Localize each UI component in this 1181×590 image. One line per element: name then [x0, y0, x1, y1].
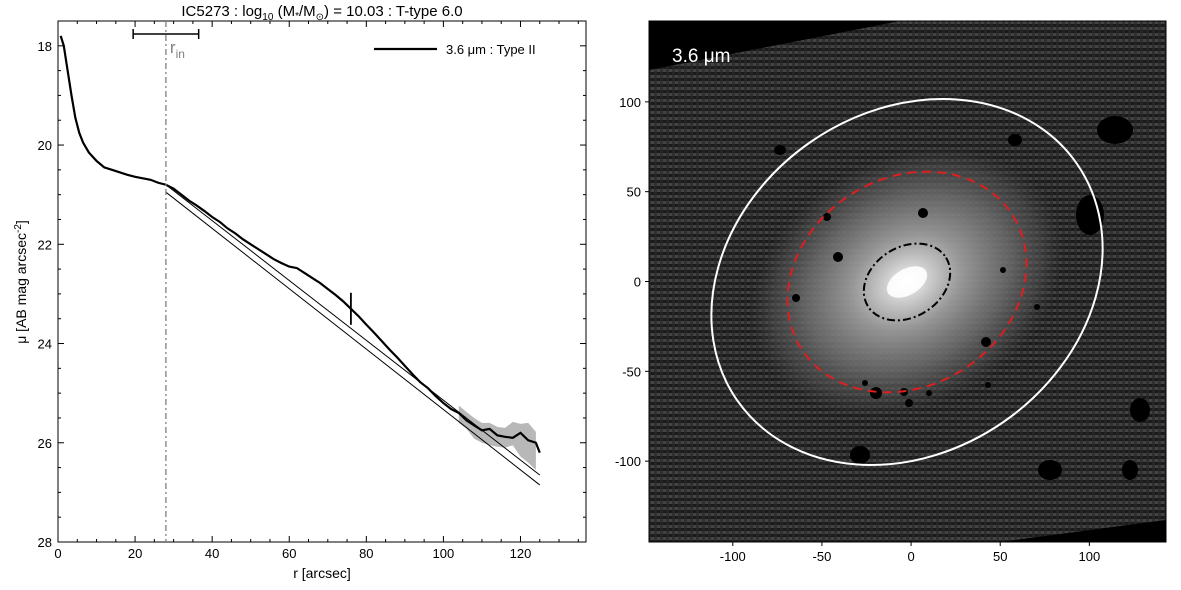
image-x-tick-label: 50	[993, 549, 1007, 564]
r-in-label: rin	[170, 38, 185, 61]
fit-line-inner	[165, 184, 541, 476]
plot-frame	[57, 20, 587, 543]
profile-ticks: 0 20 40 60 80 100 120 18 20 22 24 26 28	[38, 21, 586, 561]
fit-line-outer	[165, 191, 541, 486]
y-tick-label: 20	[38, 138, 52, 153]
profile-chart: IC5273 : log10 (M*/M⊙) = 10.03 : T-type …	[13, 3, 587, 581]
series-line-3-6um	[59, 35, 541, 454]
image-y-tick-label: 100	[619, 95, 641, 110]
outer-ellipse	[710, 97, 1104, 467]
image-x-tick-label: 100	[1078, 549, 1100, 564]
image-x-tick-label: -50	[813, 549, 832, 564]
masked-sources	[774, 116, 1150, 480]
galaxy-core	[886, 266, 928, 298]
x-axis-label: r [arcsec]	[293, 565, 351, 581]
image-x-tick-label: -100	[720, 549, 746, 564]
image-y-tick-label: 0	[634, 275, 641, 290]
image-y-tick-label: -50	[622, 364, 641, 379]
y-tick-label: 28	[38, 535, 52, 550]
image-ticks: -100 -50 0 50 100 100 50 0 -50 -100	[615, 95, 1100, 564]
legend: 3.6 μm : Type II	[374, 42, 536, 57]
galaxy-image-panel: 3.6 μm -100 -50 0 50 100 100 50 0 -50 -100	[615, 20, 1167, 564]
image-x-tick-label: 0	[907, 549, 914, 564]
inner-radius-ellipse	[862, 242, 952, 322]
image-y-tick-label: -100	[615, 454, 641, 469]
y-tick-label: 26	[38, 436, 52, 451]
y-axis-label: μ [AB mag arcsec-2]	[13, 220, 29, 344]
x-tick-label: 60	[282, 546, 296, 561]
y-tick-label: 22	[38, 237, 52, 252]
x-tick-label: 40	[205, 546, 219, 561]
image-band-label: 3.6 μm	[672, 46, 730, 67]
y-tick-label: 18	[38, 39, 52, 54]
x-tick-label: 0	[54, 546, 61, 561]
y-tick-label: 24	[38, 337, 52, 352]
x-tick-label: 20	[128, 546, 142, 561]
legend-label: 3.6 μm : Type II	[446, 42, 536, 57]
chart-title: IC5273 : log10 (M*/M⊙) = 10.03 : T-type …	[181, 3, 462, 23]
break-radius-ellipse	[786, 170, 1028, 394]
x-tick-label: 100	[433, 546, 455, 561]
error-band	[458, 405, 536, 471]
x-tick-label: 80	[359, 546, 373, 561]
image-y-tick-label: 50	[627, 185, 641, 200]
r-in-range-bar	[132, 29, 200, 39]
x-tick-label: 120	[510, 546, 532, 561]
